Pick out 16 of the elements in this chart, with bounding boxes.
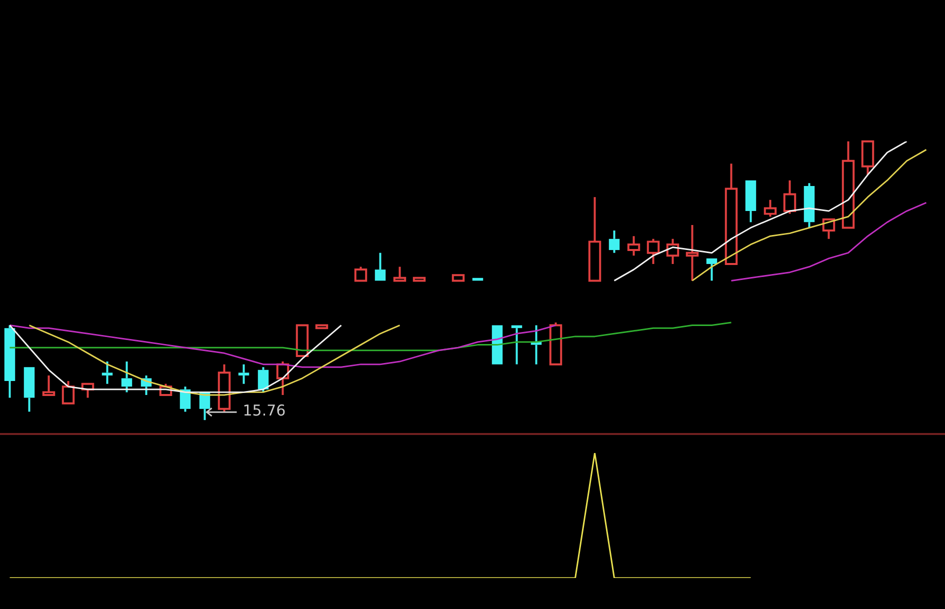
candlestick xyxy=(783,179,796,215)
candlestick xyxy=(646,238,660,265)
candlestick xyxy=(686,224,699,282)
candlestick xyxy=(276,360,290,396)
candlestick xyxy=(842,140,855,229)
candlestick xyxy=(666,238,680,265)
candlestick xyxy=(81,382,94,399)
candlestick xyxy=(627,235,640,257)
candlestick xyxy=(588,196,602,282)
annotation: 15.76 xyxy=(242,402,286,420)
candlestick xyxy=(724,162,738,265)
candlestick xyxy=(218,363,231,413)
candlestick xyxy=(42,374,56,396)
candlestick xyxy=(822,218,836,240)
candlestick xyxy=(393,266,406,282)
candlestick xyxy=(764,198,777,218)
